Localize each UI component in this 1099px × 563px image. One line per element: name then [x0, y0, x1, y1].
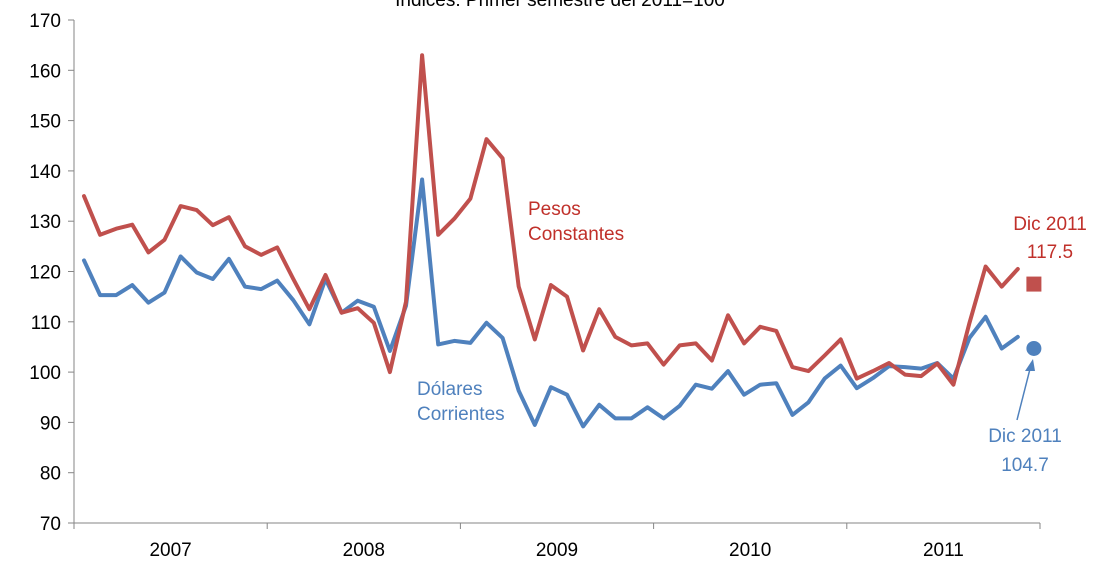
pesos-annotation-line2: Constantes: [528, 224, 624, 245]
y-tick-label: 90: [40, 413, 61, 434]
y-tick-label: 160: [29, 61, 61, 82]
x-axis: 2007 2008 2009 2010 2011: [73, 522, 1041, 561]
pesos-end-date-label: Dic 2011: [1013, 214, 1087, 235]
dolares-end-marker: [1026, 340, 1042, 356]
dolares-annotation-line1: Dólares: [417, 379, 482, 400]
y-tick-label: 70: [40, 514, 61, 535]
y-tick-label: 80: [40, 464, 61, 485]
x-tick-label: 2008: [343, 540, 385, 561]
x-tick-label: 2009: [536, 540, 578, 561]
y-tick-label: 110: [31, 313, 61, 334]
y-tick-label: 120: [29, 263, 61, 284]
dolares-end-date-label: Dic 2011: [988, 426, 1062, 447]
y-tick-label: 130: [29, 212, 61, 233]
dolares-callout-arrow: [1016, 364, 1032, 421]
y-axis: 70 80 90 100 110 120 130 140 150 160 170: [29, 11, 75, 535]
y-tick-label: 150: [29, 112, 61, 133]
x-tick-label: 2011: [923, 540, 964, 561]
pesos-series-line: [82, 53, 1020, 387]
series-layer: [82, 53, 1042, 429]
y-tick-label: 140: [29, 162, 61, 183]
x-tick-label: 2010: [729, 540, 771, 561]
pesos-end-marker: [1026, 276, 1042, 292]
dolares-annotation-line2: Corrientes: [417, 404, 505, 425]
pesos-end-value-label: 117.5: [1027, 242, 1073, 263]
dolares-callout-arrowhead: [1025, 359, 1035, 371]
dolares-series-line: [82, 177, 1020, 429]
chart-title: Indices: Primer semestre del 2011=100: [395, 0, 725, 11]
y-tick-label: 170: [29, 11, 61, 32]
y-tick-label: 100: [29, 363, 61, 384]
x-tick-label: 2007: [149, 540, 191, 561]
pesos-annotation-line1: Pesos: [528, 199, 581, 220]
dolares-end-value-label: 104.7: [1001, 455, 1049, 476]
